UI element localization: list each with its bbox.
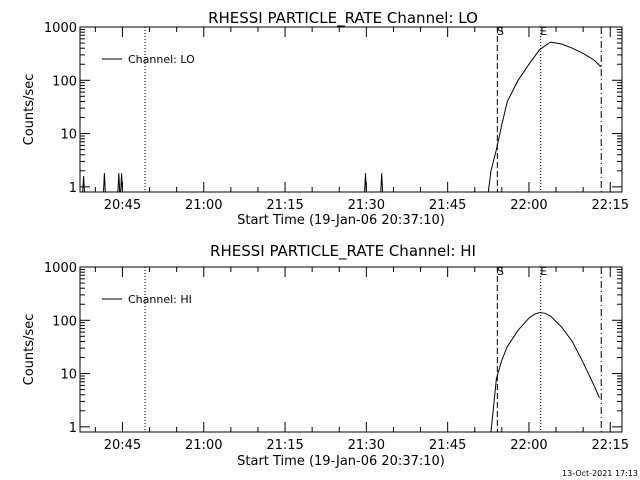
panel-1-x-tick-label: 21:45 xyxy=(429,198,466,213)
panel-2-x-tick-label: 22:15 xyxy=(592,438,629,453)
panel-1-y-axis-label: Counts/sec xyxy=(22,74,37,146)
panel-1-y-tick-label: 10 xyxy=(60,128,77,143)
panel-2-y-axis-label: Counts/sec xyxy=(22,314,37,386)
panel-1-legend-label: Channel: LO xyxy=(128,53,195,66)
panel-1-x-tick-label: 22:00 xyxy=(510,198,547,213)
panel-1-series-line xyxy=(82,41,602,193)
panel-1-x-tick-label: 21:15 xyxy=(266,198,303,213)
panel-1-x-tick-label: 22:15 xyxy=(592,198,629,213)
panel-1-x-tick-label: 21:30 xyxy=(348,198,385,213)
panel-1-x-tick-label: 21:00 xyxy=(185,198,222,213)
panel-2-y-tick-label: 1000 xyxy=(44,261,77,276)
panel-2-chart-title: RHESSI PARTICLE_RATE Channel: HI xyxy=(210,242,476,261)
panel-2-x-tick-label: 21:15 xyxy=(266,438,303,453)
plot-timestamp: 13-Oct-2021 17:13 xyxy=(562,469,638,478)
panel-1-y-tick-label: 1 xyxy=(69,181,77,196)
panel-2-plot-frame xyxy=(79,266,623,433)
panel-2-x-axis-label: Start Time (19-Jan-06 20:37:10) xyxy=(237,454,445,469)
panel-2-x-tick-label: 20:45 xyxy=(104,438,141,453)
panel-1-y-tick-label: 100 xyxy=(52,74,77,89)
panel-1-event-marker-label: S xyxy=(497,25,504,38)
panel-2-event-marker-label: E xyxy=(540,265,547,278)
panel-2-x-tick-label: 22:00 xyxy=(510,438,547,453)
panel-1-event-marker-label: E xyxy=(540,25,547,38)
panel-2-x-tick-label: 21:30 xyxy=(348,438,385,453)
panel-2-x-tick-label: 21:00 xyxy=(185,438,222,453)
panel-2-y-tick-label: 1 xyxy=(69,421,77,436)
panel-1-chart-title: RHESSI PARTICLE_RATE Channel: LO xyxy=(208,9,478,28)
panel-2-y-tick-label: 10 xyxy=(60,368,77,383)
panel-1-x-tick-label: 20:45 xyxy=(104,198,141,213)
panel-2-y-tick-label: 100 xyxy=(52,314,77,329)
panel-1-x-axis-label: Start Time (19-Jan-06 20:37:10) xyxy=(237,213,445,228)
panel-2-legend-label: Channel: HI xyxy=(128,293,192,306)
panel-1-y-tick-label: 1000 xyxy=(44,21,77,36)
panel-2-series-line xyxy=(490,311,600,433)
panel-2-event-marker-label: S xyxy=(497,265,504,278)
panel-2-x-tick-label: 21:45 xyxy=(429,438,466,453)
